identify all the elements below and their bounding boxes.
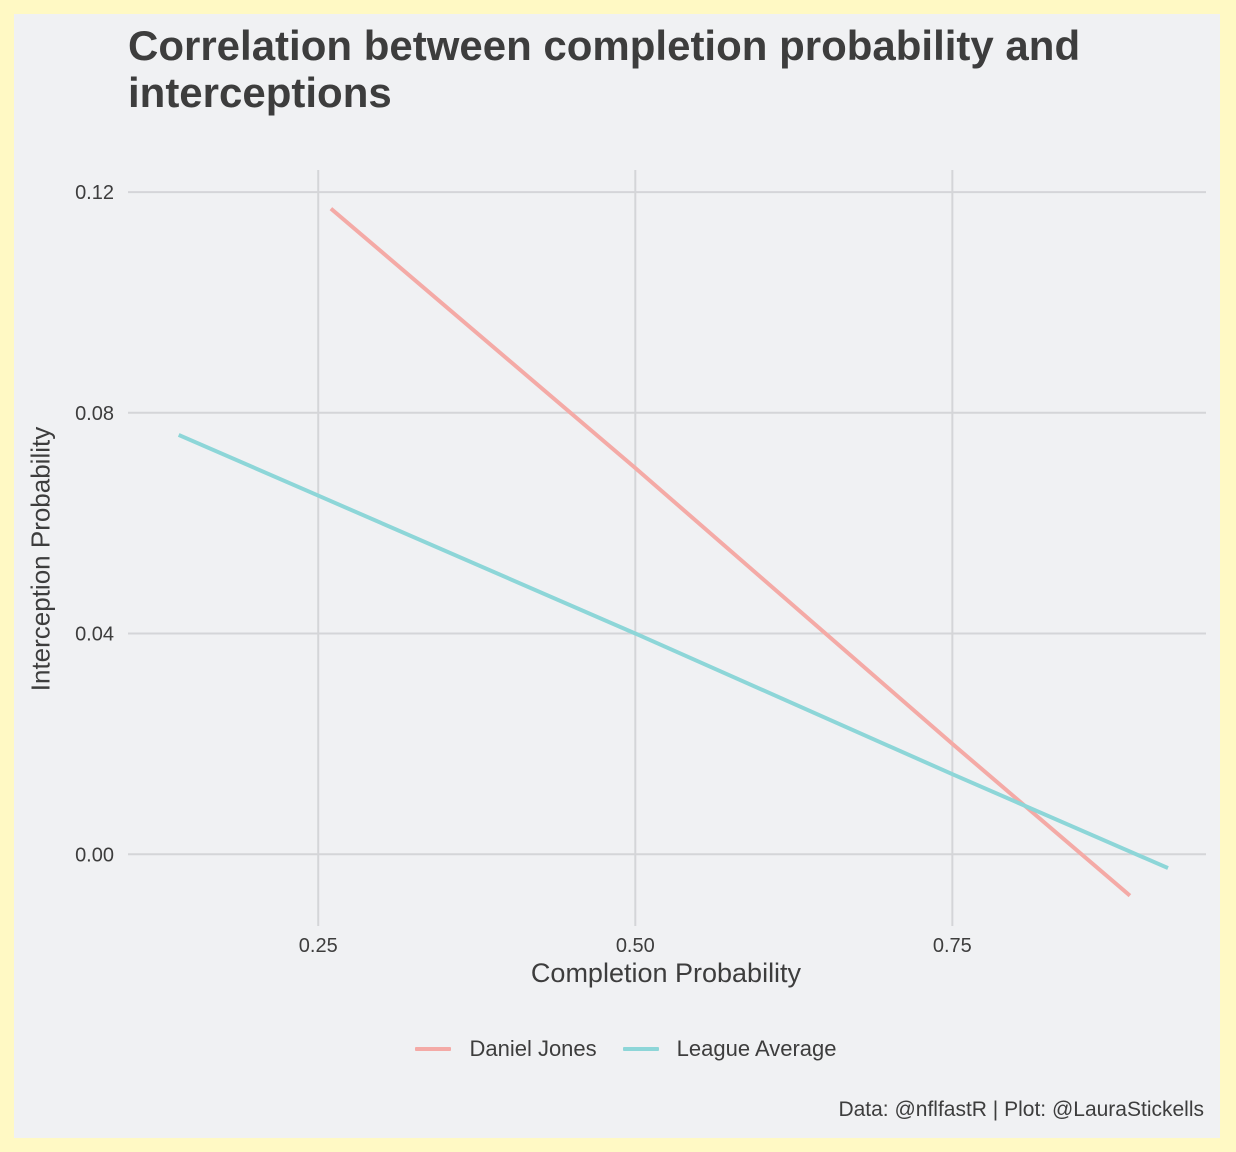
chart-title: Correlation between completion probabili… xyxy=(128,22,1081,116)
legend: Daniel Jones League Average xyxy=(14,1036,1220,1062)
plot-area: 0.00 0.04 0.08 0.12 0.25 0.50 0.75 xyxy=(75,170,1206,957)
series-lines xyxy=(177,207,1169,898)
legend-item-league-average: League Average xyxy=(622,1036,837,1062)
x-axis-label: Completion Probability xyxy=(530,958,802,988)
legend-label-league-average: League Average xyxy=(676,1036,837,1061)
x-tick-label: 0.75 xyxy=(933,935,972,957)
series-line-league-average xyxy=(177,433,1169,870)
x-tick-label: 0.25 xyxy=(299,935,338,957)
tick-labels: 0.00 0.04 0.08 0.12 0.25 0.50 0.75 xyxy=(75,182,972,957)
legend-key-league-average xyxy=(622,1047,659,1051)
legend-label-daniel-jones: Daniel Jones xyxy=(469,1036,597,1061)
y-tick-label: 0.08 xyxy=(75,403,114,425)
y-tick-label: 0.04 xyxy=(75,624,114,646)
caption: Data: @nflfastR | Plot: @LauraStickells xyxy=(838,1098,1204,1121)
legend-key-daniel-jones xyxy=(415,1047,452,1051)
y-tick-label: 0.00 xyxy=(75,844,114,866)
x-tick-label: 0.50 xyxy=(616,935,655,957)
y-axis-label: Interception Probability xyxy=(25,426,56,692)
grid-lines xyxy=(128,170,1206,926)
y-tick-label: 0.12 xyxy=(75,182,114,204)
legend-item-daniel-jones: Daniel Jones xyxy=(415,1036,597,1062)
chart-panel: Correlation between completion probabili… xyxy=(14,14,1220,1138)
series-line-daniel-jones xyxy=(329,207,1132,898)
